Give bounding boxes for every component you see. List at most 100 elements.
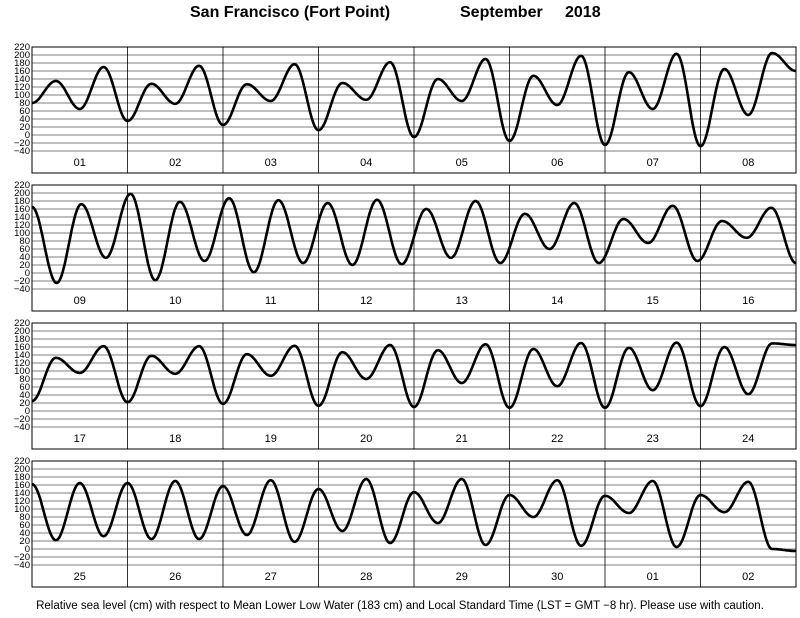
y-tick-label: 0: [25, 406, 30, 417]
y-tick-label: 40: [19, 528, 30, 539]
y-tick-label: 60: [19, 520, 30, 531]
y-tick-label: 160: [14, 204, 30, 215]
title-month: September: [460, 4, 543, 21]
y-tick-label: 120: [14, 496, 30, 507]
day-label: 18: [169, 433, 181, 445]
day-label: 13: [456, 295, 468, 307]
day-label: 06: [551, 157, 563, 169]
day-label: 19: [265, 433, 277, 445]
day-label: 05: [456, 157, 468, 169]
day-label: 30: [551, 571, 563, 583]
y-tick-label: 40: [19, 252, 30, 263]
day-label: 01: [74, 157, 86, 169]
day-label: 01: [647, 571, 659, 583]
day-label: 27: [265, 571, 277, 583]
y-tick-label: 200: [14, 326, 30, 337]
day-label: 26: [169, 571, 181, 583]
y-tick-label: 60: [19, 106, 30, 117]
title-station: San Francisco (Fort Point): [190, 4, 391, 21]
y-tick-label: 140: [14, 350, 30, 361]
y-tick-label: 120: [14, 82, 30, 93]
y-tick-label: 220: [14, 42, 30, 53]
day-label: 10: [169, 295, 181, 307]
y-tick-label: 60: [19, 244, 30, 255]
day-label: 02: [169, 157, 181, 169]
y-tick-label: 100: [14, 228, 30, 239]
day-label: 17: [74, 433, 86, 445]
y-tick-label: 180: [14, 472, 30, 483]
day-label: 09: [74, 295, 86, 307]
y-tick-label: 80: [19, 374, 30, 385]
y-tick-label: −40: [14, 146, 30, 157]
y-tick-label: 200: [14, 50, 30, 61]
tide-curve: [31, 192, 797, 285]
day-label: 21: [456, 433, 468, 445]
day-label: 12: [360, 295, 372, 307]
day-label: 28: [360, 571, 372, 583]
y-tick-label: 160: [14, 66, 30, 77]
y-tick-label: −20: [14, 276, 30, 287]
tide-curve: [31, 341, 797, 410]
day-label: 11: [265, 295, 276, 307]
y-tick-label: 120: [14, 220, 30, 231]
day-label: 14: [551, 295, 563, 307]
y-tick-label: −20: [14, 138, 30, 149]
y-tick-label: 0: [25, 130, 30, 141]
title-year: 2018: [565, 4, 601, 21]
footnote: Relative sea level (cm) with respect to …: [36, 600, 764, 612]
day-label: 23: [647, 433, 659, 445]
day-label: 24: [742, 433, 754, 445]
y-tick-label: 100: [14, 90, 30, 101]
y-tick-label: 80: [19, 512, 30, 523]
y-tick-label: −20: [14, 414, 30, 425]
y-tick-label: 40: [19, 114, 30, 125]
y-tick-label: 140: [14, 74, 30, 85]
y-tick-label: 200: [14, 464, 30, 475]
y-tick-label: 20: [19, 260, 30, 271]
y-tick-label: 180: [14, 196, 30, 207]
day-label: 02: [742, 571, 754, 583]
day-label: 16: [742, 295, 754, 307]
y-tick-label: 100: [14, 366, 30, 377]
y-tick-label: 140: [14, 212, 30, 223]
y-tick-label: 160: [14, 342, 30, 353]
day-label: 07: [647, 157, 659, 169]
y-tick-label: 60: [19, 382, 30, 393]
y-tick-label: −40: [14, 422, 30, 433]
y-tick-label: 80: [19, 236, 30, 247]
y-tick-label: −40: [14, 560, 30, 571]
y-tick-label: 180: [14, 58, 30, 69]
day-label: 08: [742, 157, 754, 169]
y-tick-label: 220: [14, 180, 30, 191]
day-label: 20: [360, 433, 372, 445]
y-tick-label: 220: [14, 318, 30, 329]
y-tick-label: 180: [14, 334, 30, 345]
day-label: 29: [456, 571, 468, 583]
y-tick-label: 20: [19, 398, 30, 409]
y-tick-label: 20: [19, 536, 30, 547]
y-tick-label: 0: [25, 544, 30, 555]
y-tick-label: −20: [14, 552, 30, 563]
day-label: 25: [74, 571, 86, 583]
y-tick-label: 80: [19, 98, 30, 109]
y-tick-label: 20: [19, 122, 30, 133]
y-tick-label: 40: [19, 390, 30, 401]
y-tick-label: 120: [14, 358, 30, 369]
day-label: 04: [360, 157, 372, 169]
day-label: 03: [265, 157, 277, 169]
tide-curve: [31, 477, 797, 553]
y-tick-label: −40: [14, 284, 30, 295]
day-label: 15: [647, 295, 659, 307]
y-tick-label: 200: [14, 188, 30, 199]
y-tick-label: 0: [25, 268, 30, 279]
y-tick-label: 220: [14, 456, 30, 467]
y-tick-label: 100: [14, 504, 30, 515]
tide-curve: [31, 51, 797, 148]
y-tick-label: 140: [14, 488, 30, 499]
y-tick-label: 160: [14, 480, 30, 491]
day-label: 22: [551, 433, 563, 445]
